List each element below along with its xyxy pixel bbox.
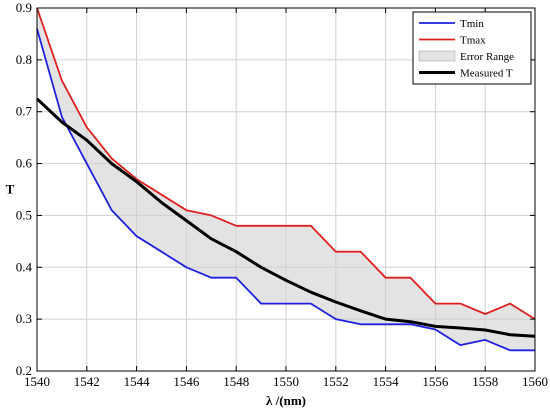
series-measured-t-line — [35, 97, 536, 338]
legend-measured-t-label: Measured T — [460, 68, 513, 80]
x-tick-label: 1542 — [74, 374, 100, 389]
series-tmin-line — [36, 28, 535, 352]
legend-tmax-label: Tmax — [460, 35, 486, 47]
x-tick-label: 1558 — [472, 374, 498, 389]
legend-tmin-label: Tmin — [460, 18, 484, 30]
y-axis-label: T — [6, 182, 15, 197]
y-tick-label: 0.8 — [16, 52, 32, 67]
series-tmax-line — [36, 7, 536, 320]
x-tick-label: 1548 — [223, 374, 249, 389]
y-tick-label: 0.3 — [16, 311, 32, 326]
y-tick-label: 0.5 — [16, 207, 32, 222]
y-tick-label: 0.6 — [16, 156, 33, 171]
x-tick-label: 1544 — [124, 374, 151, 389]
x-tick-label: 1554 — [373, 374, 400, 389]
y-tick-label: 0.7 — [16, 104, 33, 119]
x-axis-label: λ /(nm) — [266, 393, 306, 408]
legend-error-range-label: Error Range — [460, 51, 514, 63]
x-tick-label: 1556 — [422, 374, 449, 389]
y-tick-label: 0.2 — [16, 363, 32, 378]
x-tick-label: 1546 — [173, 374, 200, 389]
y-tick-label: 0.9 — [16, 0, 32, 15]
x-tick-label: 1560 — [522, 374, 548, 389]
x-tick-label: 1540 — [24, 374, 50, 389]
x-tick-label: 1552 — [323, 374, 349, 389]
x-tick-label: 1550 — [273, 374, 299, 389]
legend-error-range-swatch — [418, 50, 456, 62]
y-tick-label: 0.4 — [16, 259, 33, 274]
